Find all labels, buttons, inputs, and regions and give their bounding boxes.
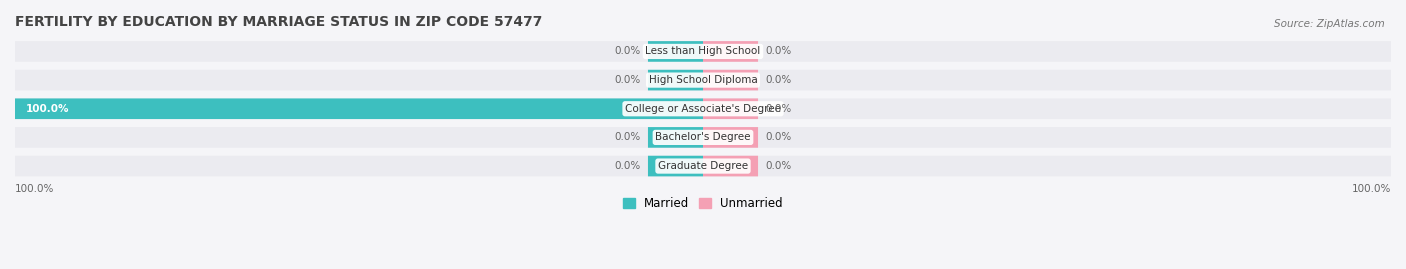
Text: 100.0%: 100.0%	[1351, 184, 1391, 194]
Text: 0.0%: 0.0%	[765, 132, 792, 142]
FancyBboxPatch shape	[648, 70, 703, 90]
FancyBboxPatch shape	[703, 70, 1391, 90]
FancyBboxPatch shape	[703, 127, 1391, 148]
FancyBboxPatch shape	[703, 41, 1391, 62]
Text: Source: ZipAtlas.com: Source: ZipAtlas.com	[1274, 19, 1385, 29]
FancyBboxPatch shape	[703, 98, 758, 119]
Text: 0.0%: 0.0%	[614, 47, 641, 56]
FancyBboxPatch shape	[703, 98, 1391, 119]
Text: College or Associate's Degree: College or Associate's Degree	[626, 104, 780, 114]
Legend: Married, Unmarried: Married, Unmarried	[619, 192, 787, 215]
Text: 0.0%: 0.0%	[614, 132, 641, 142]
FancyBboxPatch shape	[648, 41, 703, 62]
Text: 0.0%: 0.0%	[765, 161, 792, 171]
Text: Bachelor's Degree: Bachelor's Degree	[655, 132, 751, 142]
FancyBboxPatch shape	[703, 41, 758, 62]
Text: Less than High School: Less than High School	[645, 47, 761, 56]
FancyBboxPatch shape	[15, 156, 703, 176]
Text: 0.0%: 0.0%	[765, 104, 792, 114]
Text: 0.0%: 0.0%	[614, 161, 641, 171]
Text: 0.0%: 0.0%	[765, 47, 792, 56]
FancyBboxPatch shape	[15, 41, 703, 62]
Text: Graduate Degree: Graduate Degree	[658, 161, 748, 171]
Text: 0.0%: 0.0%	[614, 75, 641, 85]
FancyBboxPatch shape	[703, 127, 758, 148]
FancyBboxPatch shape	[15, 70, 703, 90]
Text: 100.0%: 100.0%	[15, 184, 55, 194]
FancyBboxPatch shape	[648, 127, 703, 148]
FancyBboxPatch shape	[15, 98, 703, 119]
Text: High School Diploma: High School Diploma	[648, 75, 758, 85]
Text: FERTILITY BY EDUCATION BY MARRIAGE STATUS IN ZIP CODE 57477: FERTILITY BY EDUCATION BY MARRIAGE STATU…	[15, 15, 543, 29]
Text: 0.0%: 0.0%	[765, 75, 792, 85]
FancyBboxPatch shape	[648, 156, 703, 176]
FancyBboxPatch shape	[703, 156, 758, 176]
FancyBboxPatch shape	[703, 70, 758, 90]
FancyBboxPatch shape	[703, 156, 1391, 176]
FancyBboxPatch shape	[15, 98, 703, 119]
FancyBboxPatch shape	[15, 127, 703, 148]
Text: 100.0%: 100.0%	[25, 104, 69, 114]
